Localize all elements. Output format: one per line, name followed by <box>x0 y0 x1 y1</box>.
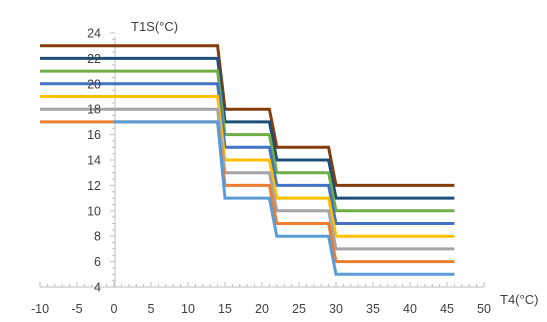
y-tick-label: 6 <box>94 255 101 269</box>
y-tick-label: 22 <box>87 52 101 66</box>
chart-labels: -10 -5 0 5 10 15 20 25 30 35 40 45 50 4 6 8 10 12 14 16 18 20… <box>31 27 491 317</box>
series-line-6 <box>40 107 455 251</box>
x-tick-label: 0 <box>111 302 118 316</box>
x-axis-title: T4(°C) <box>500 292 538 307</box>
y-tick-label: 14 <box>87 154 101 168</box>
x-tick-label: 10 <box>181 302 195 316</box>
y-tick-label: 16 <box>87 128 101 142</box>
y-tick-label: 8 <box>94 230 101 244</box>
y-axis-title: T1S(°C) <box>131 19 178 34</box>
series-line-7 <box>40 120 455 264</box>
series-line-3 <box>40 69 455 213</box>
y-tick-label: 20 <box>87 77 101 91</box>
x-tick-label: -5 <box>71 302 82 316</box>
y-tick-label: 12 <box>87 179 101 193</box>
series-line-8 <box>114 120 455 276</box>
x-tick-label: 35 <box>366 302 380 316</box>
series-line-2 <box>40 56 455 200</box>
x-tick-label: 30 <box>329 302 343 316</box>
series-line-4 <box>40 82 455 225</box>
y-tick-label: 10 <box>87 204 101 218</box>
x-tick-label: 5 <box>148 302 155 316</box>
series-line-5 <box>40 95 455 238</box>
chart-series-layer <box>40 44 455 276</box>
y-tick-label: 24 <box>87 27 101 41</box>
x-tick-label: 25 <box>292 302 306 316</box>
series-line-1 <box>40 44 455 187</box>
x-tick-label: 50 <box>477 302 491 316</box>
x-tick-label: -10 <box>31 302 49 316</box>
x-tick-label: 20 <box>255 302 269 316</box>
y-tick-label: 4 <box>94 281 101 295</box>
x-tick-label: 15 <box>218 302 232 316</box>
x-tick-label: 40 <box>403 302 417 316</box>
chart-axes <box>39 32 485 288</box>
y-tick-label: 18 <box>87 103 101 117</box>
x-tick-label: 45 <box>440 302 454 316</box>
